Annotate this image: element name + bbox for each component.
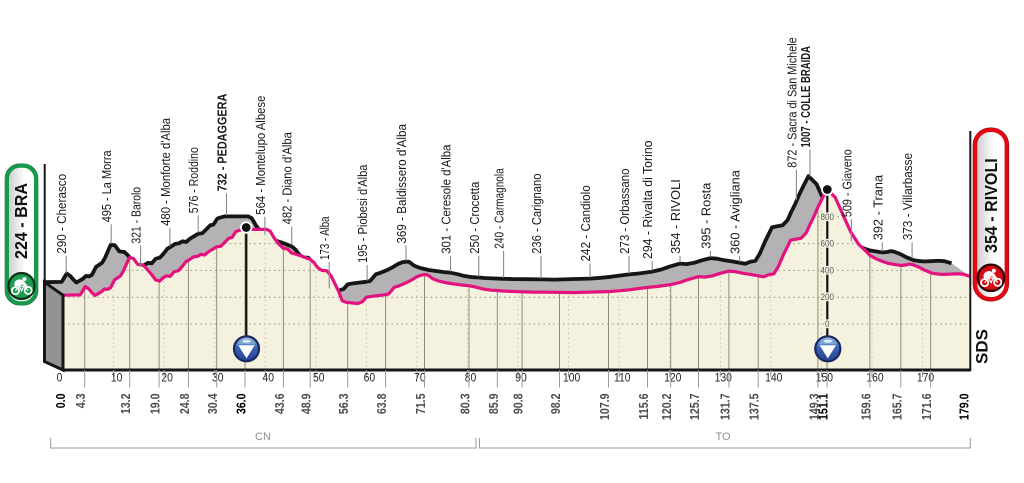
svg-text:224 - BRA: 224 - BRA — [12, 183, 32, 259]
svg-text:576 - Roddino: 576 - Roddino — [187, 147, 201, 213]
svg-text:98.2: 98.2 — [549, 394, 563, 415]
svg-text:125.7: 125.7 — [688, 394, 702, 421]
svg-text:369 - Baldissero d'Alba: 369 - Baldissero d'Alba — [395, 124, 410, 244]
svg-text:273 - Orbassano: 273 - Orbassano — [617, 168, 632, 254]
svg-text:56.3: 56.3 — [337, 393, 351, 414]
svg-text:0: 0 — [57, 372, 63, 385]
svg-text:36.0: 36.0 — [235, 394, 249, 415]
svg-text:395 - Rosta: 395 - Rosta — [698, 182, 713, 249]
svg-text:100: 100 — [563, 372, 580, 385]
svg-text:0: 0 — [825, 319, 830, 330]
svg-text:85.9: 85.9 — [487, 393, 501, 414]
svg-text:360 - Avigliana: 360 - Avigliana — [728, 169, 743, 254]
svg-text:151.1: 151.1 — [817, 393, 831, 420]
svg-text:107.9: 107.9 — [598, 393, 612, 420]
svg-text:71.5: 71.5 — [414, 393, 428, 414]
svg-text:70: 70 — [414, 372, 426, 385]
svg-text:400: 400 — [821, 265, 835, 276]
svg-text:CN: CN — [255, 431, 271, 443]
svg-text:90: 90 — [515, 372, 527, 385]
svg-text:480 - Monforte d'Alba: 480 - Monforte d'Alba — [158, 118, 173, 226]
svg-text:171.6: 171.6 — [920, 393, 934, 420]
svg-text:0.0: 0.0 — [54, 394, 68, 409]
svg-text:120: 120 — [664, 372, 681, 385]
svg-text:50: 50 — [313, 372, 325, 385]
svg-text:165.7: 165.7 — [891, 394, 905, 421]
svg-text:43.6: 43.6 — [273, 393, 287, 414]
svg-text:24.8: 24.8 — [178, 393, 192, 414]
svg-text:195 - Piobesi d'Alba: 195 - Piobesi d'Alba — [355, 164, 370, 263]
svg-text:294 - Rivalta di Torino: 294 - Rivalta di Torino — [641, 140, 655, 259]
svg-text:90.8: 90.8 — [512, 393, 526, 414]
svg-text:10: 10 — [111, 372, 123, 385]
svg-text:509 - Giaveno: 509 - Giaveno — [840, 149, 855, 217]
svg-text:236 - Carignano: 236 - Carignano — [529, 173, 544, 254]
svg-text:495 - La Morra: 495 - La Morra — [99, 150, 114, 222]
svg-text:120.2: 120.2 — [660, 394, 674, 421]
svg-text:290 - Cherasco: 290 - Cherasco — [55, 174, 70, 254]
svg-text:354 - RIVOLI: 354 - RIVOLI — [668, 179, 683, 254]
svg-text:80.3: 80.3 — [459, 393, 473, 414]
svg-text:4.3: 4.3 — [74, 393, 88, 408]
svg-text:179.0: 179.0 — [958, 394, 972, 421]
svg-text:600: 600 — [821, 238, 835, 249]
svg-text:131.7: 131.7 — [719, 394, 733, 421]
svg-text:160: 160 — [866, 372, 883, 385]
svg-text:242 - Candiolo: 242 - Candiolo — [579, 185, 594, 261]
svg-text:140: 140 — [765, 372, 782, 385]
svg-text:48.9: 48.9 — [300, 393, 314, 414]
svg-text:110: 110 — [614, 372, 630, 385]
svg-text:80: 80 — [465, 372, 477, 385]
svg-text:149.3: 149.3 — [808, 393, 822, 420]
svg-text:30.4: 30.4 — [206, 393, 220, 414]
svg-text:1007 - COLLE BRAIDA: 1007 - COLLE BRAIDA — [800, 46, 814, 148]
svg-text:250 - Crocetta: 250 - Crocetta — [467, 181, 482, 253]
svg-text:60: 60 — [364, 372, 376, 385]
svg-text:173 - Alba: 173 - Alba — [319, 216, 333, 260]
svg-text:30: 30 — [212, 372, 224, 385]
svg-text:200: 200 — [821, 292, 835, 303]
svg-text:13.2: 13.2 — [119, 394, 133, 415]
svg-text:732 - PEDAGGERA: 732 - PEDAGGERA — [215, 93, 230, 191]
svg-text:137.5: 137.5 — [748, 393, 762, 420]
svg-text:TO: TO — [715, 431, 731, 443]
svg-text:872 - Sacra di San Michele: 872 - Sacra di San Michele — [785, 37, 800, 168]
svg-text:482 - Diano d'Alba: 482 - Diano d'Alba — [280, 132, 295, 225]
svg-text:40: 40 — [262, 372, 274, 385]
svg-text:354 - RIVOLI: 354 - RIVOLI — [981, 158, 1001, 253]
svg-text:150: 150 — [816, 372, 833, 385]
svg-text:19.0: 19.0 — [149, 394, 163, 415]
svg-text:SDS: SDS — [973, 329, 992, 364]
svg-text:301 - Ceresole d'Alba: 301 - Ceresole d'Alba — [439, 144, 454, 253]
svg-text:115.6: 115.6 — [637, 393, 651, 419]
svg-text:240 - Carmagnola: 240 - Carmagnola — [494, 168, 507, 249]
svg-text:130: 130 — [715, 372, 732, 385]
svg-text:20: 20 — [161, 372, 173, 385]
svg-text:159.6: 159.6 — [860, 393, 874, 420]
svg-text:170: 170 — [917, 372, 934, 385]
svg-text:392 - Trana: 392 - Trana — [870, 174, 885, 240]
svg-text:63.8: 63.8 — [375, 393, 389, 414]
svg-text:564 - Montelupo Albese: 564 - Montelupo Albese — [253, 95, 268, 214]
svg-text:321 - Barolo: 321 - Barolo — [130, 187, 144, 244]
svg-text:373 - Villarbasse: 373 - Villarbasse — [901, 153, 916, 241]
svg-text:800: 800 — [821, 211, 835, 222]
